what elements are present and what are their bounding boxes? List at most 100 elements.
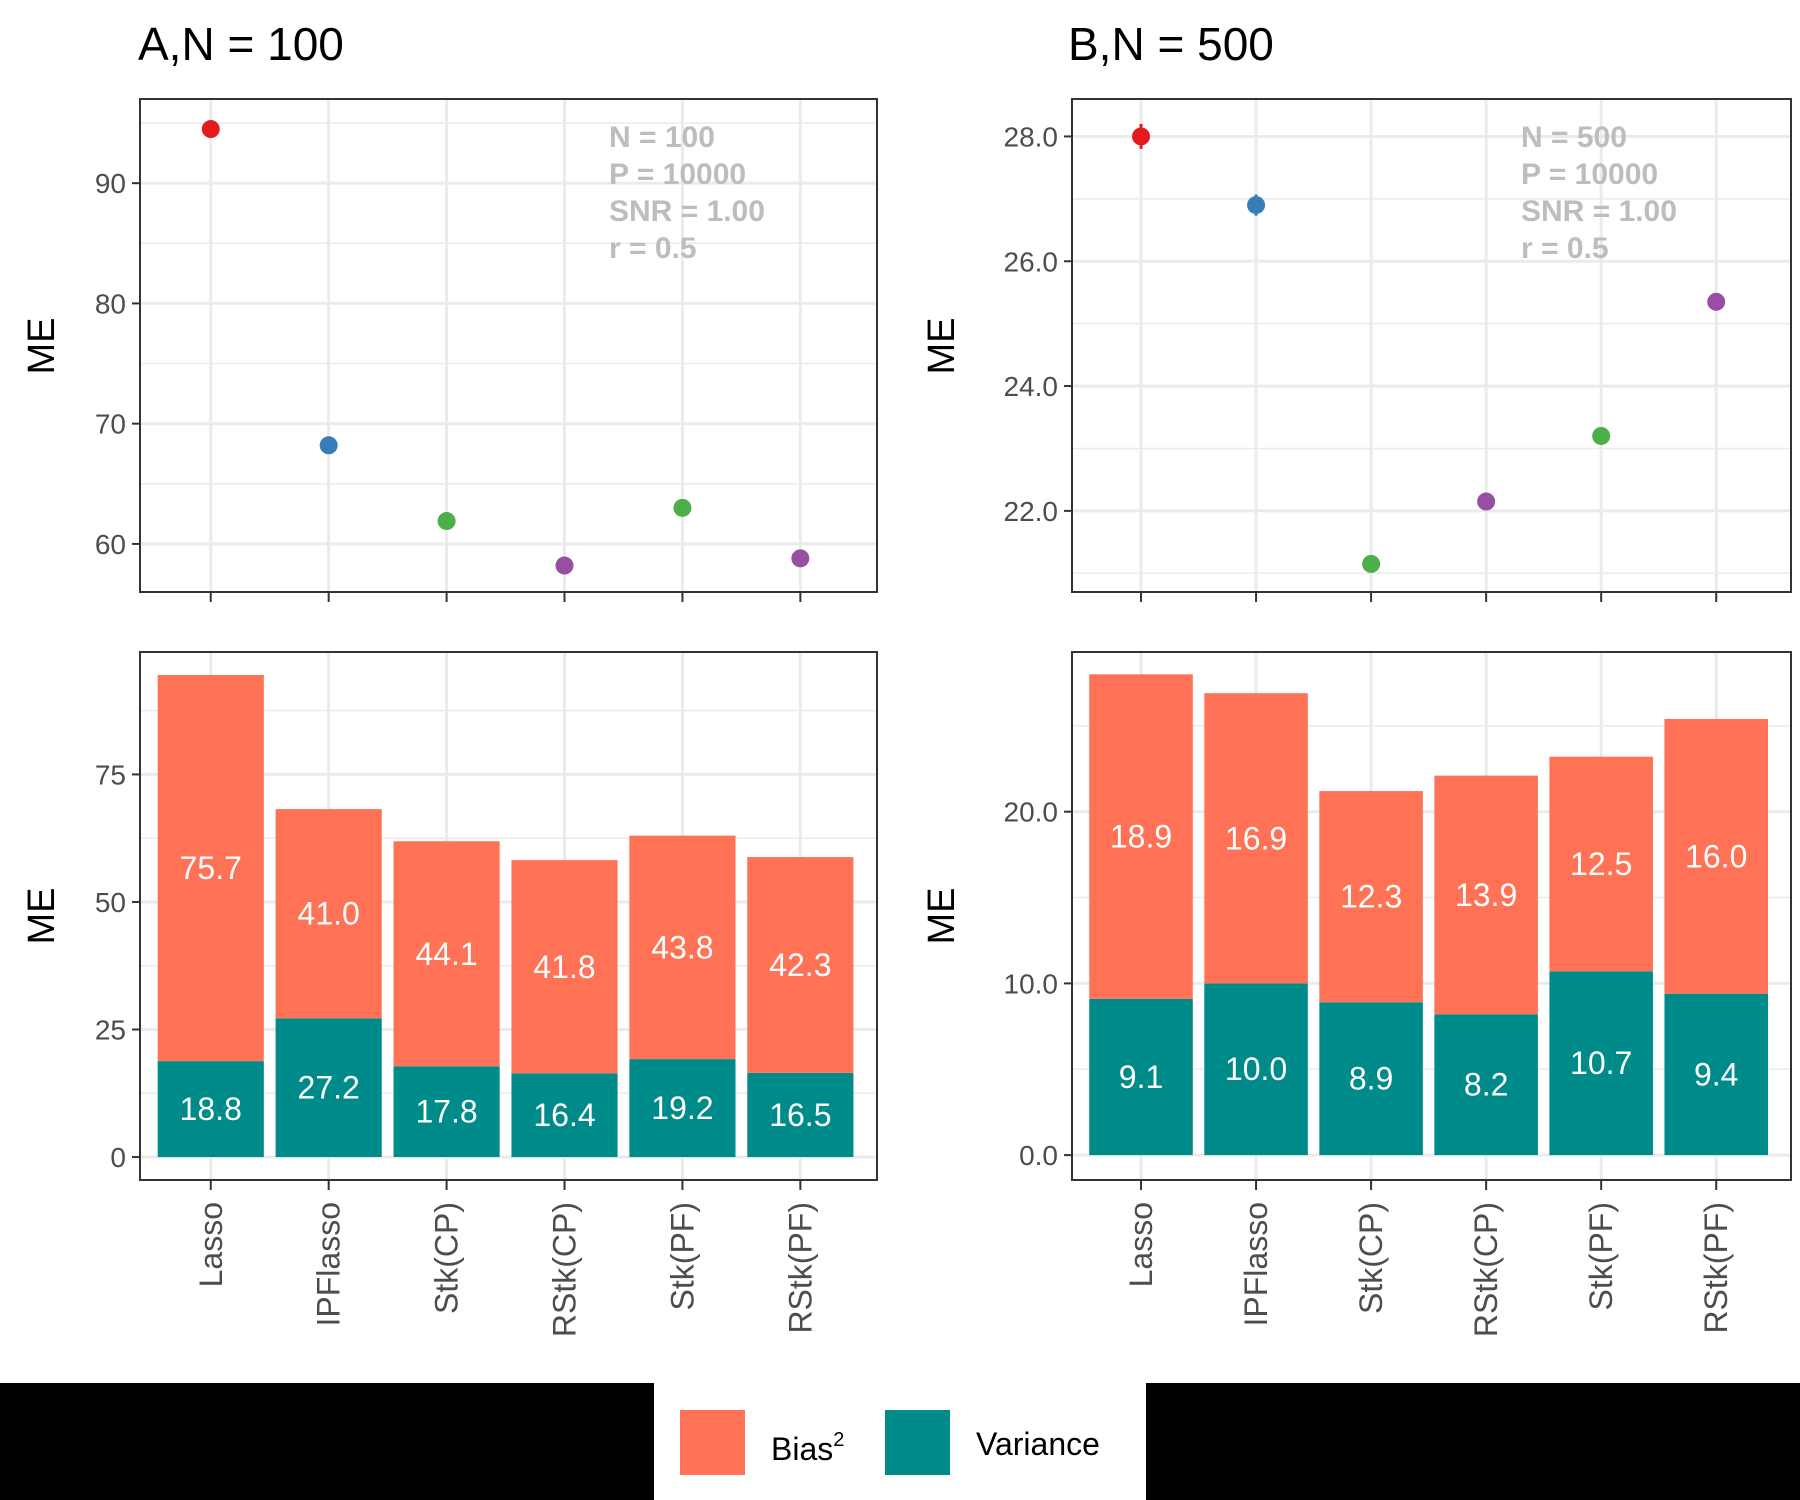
bar-label-bias: 42.3 <box>769 947 831 983</box>
info-annotation-a: N = 100 P = 10000 SNR = 1.00 r = 0.5 <box>609 121 765 265</box>
panel-title-a: A,N = 100 <box>138 18 344 70</box>
bar-variance <box>629 1059 736 1158</box>
bar-label-variance: 8.9 <box>1349 1061 1393 1097</box>
legend-label-variance: Variance <box>976 1426 1100 1462</box>
ylabel-b-top: ME <box>921 318 963 375</box>
bar-bias <box>629 835 736 1060</box>
legend-swatch-bias <box>680 1410 745 1475</box>
x-tick-label: Stk(PF) <box>664 1202 700 1310</box>
info-annotation-b: N = 500 P = 10000 SNR = 1.00 r = 0.5 <box>1521 121 1677 265</box>
bar-label-variance: 9.1 <box>1119 1059 1163 1095</box>
legend-band-left <box>0 1383 654 1500</box>
bar-variance <box>1664 993 1768 1156</box>
data-point <box>1592 426 1611 445</box>
plot-border <box>139 651 878 1181</box>
data-point <box>1247 196 1266 215</box>
data-point <box>319 436 338 455</box>
bar-bias <box>1549 756 1653 972</box>
bar-bias <box>747 857 854 1073</box>
bar-label-bias: 12.5 <box>1570 846 1632 882</box>
bar-label-variance: 16.5 <box>769 1097 831 1133</box>
panel-title-b: B,N = 500 <box>1068 18 1274 70</box>
x-tick-label: RStk(CP) <box>1468 1202 1504 1337</box>
plot-border <box>139 98 878 593</box>
bar-label-variance: 10.0 <box>1225 1051 1287 1087</box>
bar-bias <box>1434 775 1538 1015</box>
x-tick-label: IPFlasso <box>1238 1202 1274 1326</box>
bar-label-bias: 13.9 <box>1455 877 1517 913</box>
bar-variance <box>747 1072 854 1158</box>
info-line: N = 100 <box>609 121 715 154</box>
bar-label-bias: 16.0 <box>1685 838 1747 874</box>
y-tick-label: 0 <box>110 1142 126 1173</box>
plot-border <box>1071 651 1792 1181</box>
bar-label-variance: 10.7 <box>1570 1045 1632 1081</box>
plot-a-top: 60 70 80 90 <box>95 98 878 602</box>
y-tick-label: 50 <box>95 887 126 918</box>
bar-label-variance: 18.8 <box>180 1091 242 1127</box>
bar-bias <box>511 860 618 1074</box>
legend-band-right <box>1146 1383 1800 1500</box>
y-tick-label: 80 <box>95 288 126 319</box>
y-tick-label: 75 <box>95 759 126 790</box>
data-point <box>201 120 220 139</box>
x-tick-label: RStk(CP) <box>547 1202 583 1337</box>
x-tick-label: RStk(PF) <box>1698 1202 1734 1334</box>
bar-label-bias: 44.1 <box>415 936 477 972</box>
bar-label-bias: 41.0 <box>298 896 360 932</box>
bar-bias <box>275 809 382 1019</box>
data-point <box>437 512 456 531</box>
x-tick-label: Stk(PF) <box>1583 1202 1619 1310</box>
y-tick-label: 70 <box>95 409 126 440</box>
y-tick-label: 26.0 <box>1004 246 1059 277</box>
bar-label-bias: 12.3 <box>1340 879 1402 915</box>
bar-bias <box>1204 693 1308 984</box>
plot-background <box>140 99 877 592</box>
bar-variance <box>275 1018 382 1158</box>
data-point <box>555 556 574 575</box>
info-line: r = 0.5 <box>1521 232 1609 265</box>
y-tick-label: 20.0 <box>1004 797 1059 828</box>
info-line: N = 500 <box>1521 121 1627 154</box>
bar-variance <box>1089 998 1193 1156</box>
bar-variance <box>393 1066 500 1158</box>
bar-label-variance: 8.2 <box>1464 1067 1508 1103</box>
info-line: P = 10000 <box>1521 158 1658 191</box>
data-point <box>673 498 692 517</box>
bar-variance <box>1434 1014 1538 1156</box>
y-tick-label: 25 <box>95 1015 126 1046</box>
y-tick-label: 90 <box>95 168 126 199</box>
data-point <box>1477 492 1496 511</box>
bar-label-bias: 41.8 <box>533 949 595 985</box>
data-point <box>1707 292 1726 311</box>
bar-bias <box>393 841 500 1067</box>
legend: Bias2 Variance <box>680 1410 1100 1475</box>
y-tick-label: 28.0 <box>1004 121 1059 152</box>
bar-label-variance: 16.4 <box>533 1097 595 1133</box>
y-tick-label: 22.0 <box>1004 496 1059 527</box>
y-tick-label: 60 <box>95 529 126 560</box>
bar-label-bias: 75.7 <box>180 850 242 886</box>
y-tick-label: 0.0 <box>1019 1140 1058 1171</box>
ylabel-a-top: ME <box>21 318 63 375</box>
y-tick-label: 24.0 <box>1004 371 1059 402</box>
bar-label-variance: 27.2 <box>298 1070 360 1106</box>
x-tick-label: RStk(PF) <box>782 1202 818 1334</box>
info-line: r = 0.5 <box>609 232 697 265</box>
bar-bias <box>157 674 264 1062</box>
bar-label-bias: 16.9 <box>1225 820 1287 856</box>
info-line: SNR = 1.00 <box>609 195 765 228</box>
bar-label-bias: 18.9 <box>1110 819 1172 855</box>
data-point <box>1132 127 1151 146</box>
bar-variance <box>1319 1002 1423 1156</box>
bar-variance <box>1549 971 1653 1156</box>
legend-swatch-variance <box>885 1410 950 1475</box>
bar-label-bias: 43.8 <box>651 929 713 965</box>
data-point <box>791 549 810 568</box>
x-tick-label: Lasso <box>193 1202 229 1287</box>
plot-b-bottom: 0.0 10.0 20.0 9.1 18.9 10.0 16.9 8.9 12.3 8.2 13.9… <box>1004 651 1792 1337</box>
bar-bias <box>1319 791 1423 1003</box>
bar-variance <box>511 1073 618 1158</box>
plot-background <box>1072 99 1791 592</box>
